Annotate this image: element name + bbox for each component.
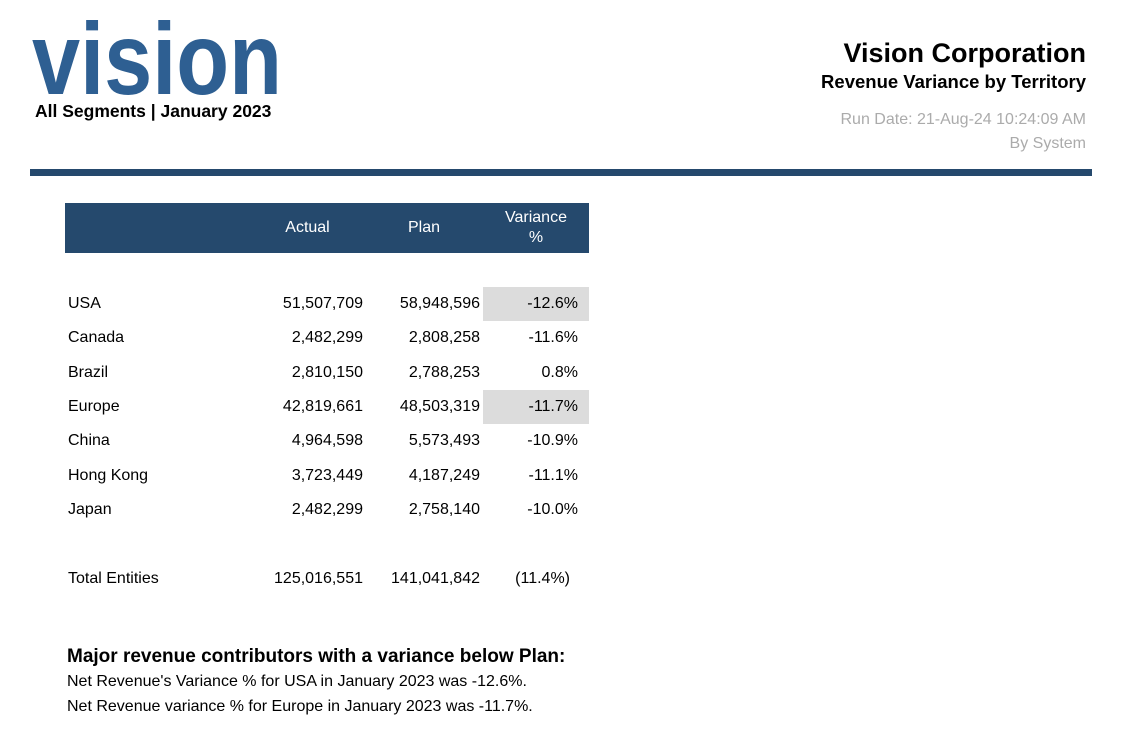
territory-cell: Japan: [68, 500, 112, 518]
plan-cell: 48,503,319: [399, 398, 480, 416]
variance-cell: -10.9%: [527, 432, 578, 450]
report-title: Revenue Variance by Territory: [821, 71, 1086, 92]
territory-cell: Canada: [68, 329, 125, 347]
spacer-row: [65, 527, 589, 562]
actual-cell: 51,507,709: [282, 295, 363, 313]
total-label: Total Entities: [68, 570, 159, 588]
table-row: USA 51,507,709 58,948,596 -12.6%: [65, 287, 589, 322]
variance-cell: -10.0%: [527, 500, 578, 518]
total-row: Total Entities 125,016,551 141,041,842 (…: [65, 562, 589, 596]
spacer-row: [65, 253, 589, 287]
variance-cell: -11.7%: [483, 389, 589, 425]
actual-cell: 2,482,299: [291, 329, 363, 347]
table-row: Canada 2,482,299 2,808,258 -11.6%: [65, 321, 589, 355]
variance-cell: -11.6%: [528, 329, 578, 347]
run-date-label: Run Date: 21-Aug-24 10:24:09 AM: [840, 111, 1087, 128]
plan-cell: 2,788,253: [408, 363, 480, 381]
actual-column-header: Actual: [285, 219, 330, 236]
variance-column-header: Variance %: [505, 209, 567, 246]
variance-cell: 0.8%: [541, 363, 578, 381]
table-row: Japan 2,482,299 2,758,140 -10.0%: [65, 493, 589, 527]
plan-cell: 2,808,258: [408, 329, 480, 347]
territory-cell: USA: [68, 295, 101, 313]
table-row: Brazil 2,810,150 2,788,253 0.8%: [65, 356, 589, 390]
territory-cell: Hong Kong: [68, 466, 149, 484]
table-header-row: Actual Plan Variance %: [65, 203, 589, 253]
actual-cell: 3,723,449: [291, 466, 363, 484]
table-row: Hong Kong 3,723,449 4,187,249 -11.1%: [65, 458, 589, 492]
commentary-line-europe: Net Revenue variance % for Europe in Jan…: [67, 698, 533, 715]
commentary-line-usa: Net Revenue's Variance % for USA in Janu…: [67, 673, 527, 690]
vision-logo: vision: [32, 8, 282, 104]
actual-cell: 2,482,299: [291, 500, 363, 518]
actual-cell: 4,964,598: [291, 432, 363, 450]
header-divider: [30, 169, 1092, 176]
total-actual: 125,016,551: [274, 570, 363, 588]
territory-cell: Brazil: [68, 363, 109, 381]
plan-cell: 2,758,140: [408, 500, 480, 518]
actual-cell: 42,819,661: [282, 398, 363, 416]
total-plan: 141,041,842: [391, 570, 480, 588]
variance-cell: -12.6%: [483, 287, 589, 322]
plan-column-header: Plan: [407, 219, 441, 236]
plan-cell: 4,187,249: [408, 466, 480, 484]
table-body: USA 51,507,709 58,948,596 -12.6% Canada 2,482…: [65, 287, 589, 527]
commentary-block: Major revenue contributors with a varian…: [67, 644, 565, 719]
territory-cell: China: [68, 432, 110, 450]
territory-column-header: [65, 203, 250, 253]
company-title: Vision Corporation: [843, 38, 1086, 68]
segment-period-label: All Segments | January 2023: [35, 101, 272, 121]
report-header: Vision Corporation Revenue Variance by T…: [821, 38, 1086, 156]
actual-cell: 2,810,150: [291, 363, 363, 381]
plan-cell: 5,573,493: [408, 432, 480, 450]
table-row: Europe 42,819,661 48,503,319 -11.7%: [65, 389, 589, 425]
table-row: China 4,964,598 5,573,493 -10.9%: [65, 424, 589, 458]
total-variance: (11.4%): [515, 570, 570, 588]
revenue-variance-table: Actual Plan Variance % USA 51,507,709 58,9…: [65, 203, 589, 596]
plan-cell: 58,948,596: [399, 295, 480, 313]
run-by-label: By System: [1009, 135, 1086, 152]
commentary-heading: Major revenue contributors with a varian…: [67, 646, 566, 667]
vision-logo-text: vision: [32, 8, 282, 104]
variance-cell: -11.1%: [528, 466, 578, 484]
territory-cell: Europe: [68, 398, 120, 416]
